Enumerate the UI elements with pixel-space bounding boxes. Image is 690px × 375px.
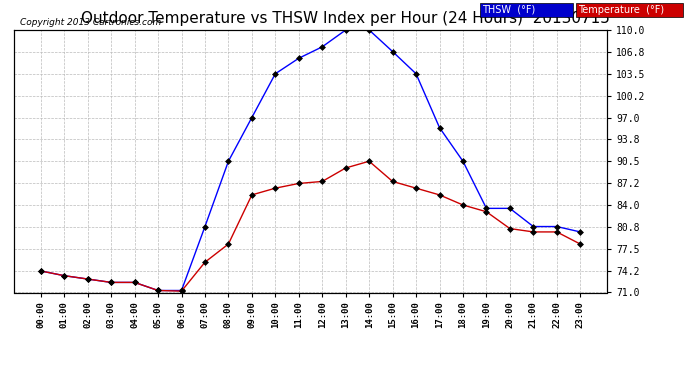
Text: Temperature  (°F): Temperature (°F) — [578, 5, 664, 15]
Text: Outdoor Temperature vs THSW Index per Hour (24 Hours)  20130715: Outdoor Temperature vs THSW Index per Ho… — [81, 11, 609, 26]
Text: Copyright 2013 Cartronics.com: Copyright 2013 Cartronics.com — [20, 18, 161, 27]
Text: THSW  (°F): THSW (°F) — [482, 5, 535, 15]
